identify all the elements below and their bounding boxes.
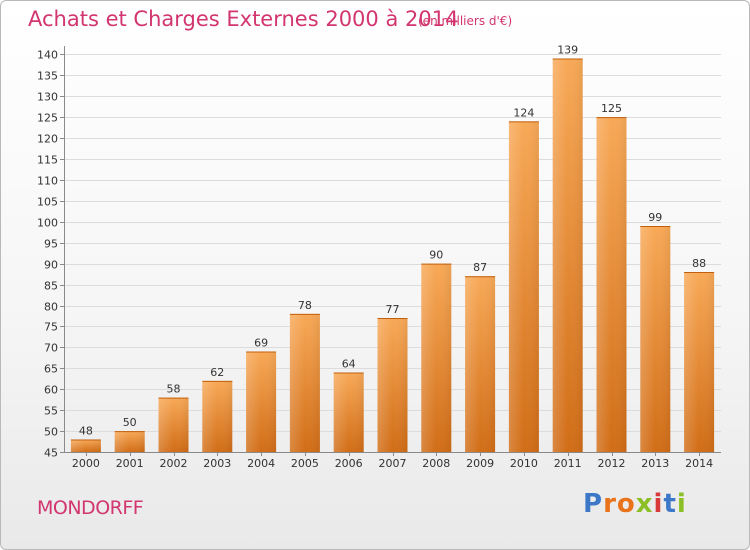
y-axis: 45 50 55 60 65 70 75 80 85 90 95 100 105 110 115 120 125… [37, 46, 65, 460]
logo-letter: i [653, 489, 664, 519]
bar-shade [158, 397, 189, 452]
data-label-2007: 77 [386, 303, 400, 316]
y-tick-label: 50 [44, 426, 58, 439]
bar-shade [596, 117, 627, 453]
data-label-2010: 124 [513, 106, 534, 119]
x-tick-label-2013: 2013 [641, 457, 669, 470]
x-axis: 2000 2001 2002 2003 2004 2005 2006 2007 2008 2009… [64, 452, 721, 470]
data-label-2005: 78 [298, 299, 312, 312]
logo-letter: o [616, 489, 636, 519]
chart-title: Achats et Charges Externes 2000 à 2014 [28, 7, 459, 31]
x-tick-label-2011: 2011 [554, 457, 582, 470]
bar-shade [508, 121, 539, 452]
bar-shade [465, 276, 496, 452]
x-tick-label-2009: 2009 [466, 457, 494, 470]
y-tick-label: 60 [44, 384, 58, 397]
x-tick-label-2006: 2006 [335, 457, 363, 470]
data-label-2008: 90 [429, 249, 443, 262]
commune-name: MONDORFF [37, 497, 144, 519]
data-label-2002: 58 [167, 383, 181, 396]
y-tick-label: 75 [44, 321, 58, 334]
bar-shade [421, 263, 452, 452]
y-tick-label: 85 [44, 280, 58, 293]
x-tick-label-2007: 2007 [379, 457, 407, 470]
data-label-2001: 50 [123, 416, 137, 429]
data-label-2011: 139 [557, 44, 578, 57]
x-tick-label-2010: 2010 [510, 457, 538, 470]
y-tick-label: 70 [44, 342, 58, 355]
x-tick-label-2003: 2003 [203, 457, 231, 470]
bar-shade [202, 380, 233, 452]
bar-shade [552, 58, 583, 452]
logo-letter: x [635, 489, 654, 519]
bar-shade [333, 372, 364, 452]
y-tick-label: 90 [44, 259, 58, 272]
data-label-2004: 69 [254, 337, 268, 350]
y-tick-label: 110 [37, 175, 58, 188]
y-tick-label: 45 [44, 447, 58, 460]
bars [70, 58, 715, 453]
logo-letter: P [583, 489, 604, 519]
data-label-2006: 64 [342, 357, 356, 370]
data-label-2012: 125 [601, 102, 622, 115]
x-tick-label-2004: 2004 [247, 457, 275, 470]
bar-shade [684, 272, 715, 452]
proxiti-logo: Proxiti [583, 489, 687, 519]
y-tick-label: 130 [37, 91, 58, 104]
logo-letter: r [603, 489, 617, 519]
logo-letter: i [676, 489, 687, 519]
bar-shade [70, 439, 101, 452]
logo-letter: t [663, 489, 677, 519]
y-tick-label: 135 [37, 70, 58, 83]
y-tick-label: 100 [37, 217, 58, 230]
data-label-2003: 62 [210, 366, 224, 379]
data-label-2013: 99 [648, 211, 662, 224]
chart-subtitle: (en milliers d'€) [418, 14, 513, 28]
x-tick-label-2012: 2012 [598, 457, 626, 470]
y-tick-label: 140 [37, 49, 58, 62]
y-tick-label: 120 [37, 133, 58, 146]
y-tick-label: 80 [44, 301, 58, 314]
bar-shade [246, 351, 277, 452]
data-label-2009: 87 [473, 261, 487, 274]
y-tick-label: 105 [37, 196, 58, 209]
data-labels: 48 50 58 62 69 78 64 77 90 87 124 139 125 99 88 [79, 44, 706, 438]
bar-shade [114, 431, 145, 452]
y-tick-label: 95 [44, 238, 58, 251]
x-tick-label-2002: 2002 [160, 457, 188, 470]
bar-shade [640, 225, 671, 452]
bar-shade [289, 313, 320, 452]
y-tick-label: 55 [44, 405, 58, 418]
x-tick-label-2001: 2001 [116, 457, 144, 470]
bar-shade [377, 318, 408, 452]
data-label-2014: 88 [692, 257, 706, 270]
x-tick-label-2014: 2014 [685, 457, 713, 470]
x-tick-label-2005: 2005 [291, 457, 319, 470]
y-tick-label: 125 [37, 112, 58, 125]
y-tick-label: 65 [44, 363, 58, 376]
y-tick-label: 115 [37, 154, 58, 167]
x-tick-label-2008: 2008 [422, 457, 450, 470]
x-tick-label-2000: 2000 [72, 457, 100, 470]
data-label-2000: 48 [79, 424, 93, 437]
